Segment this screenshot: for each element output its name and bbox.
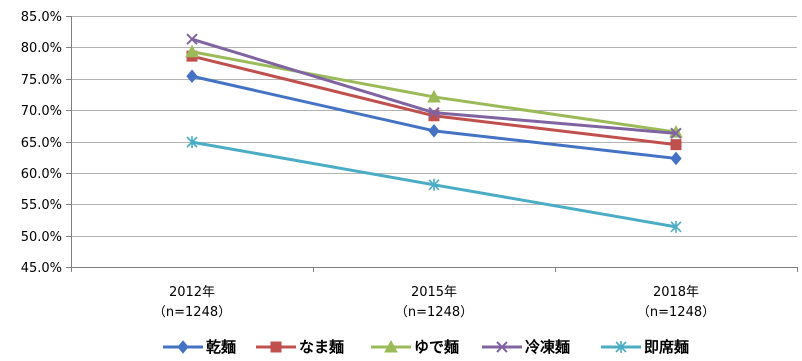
y-tick-label: 55.0% (21, 198, 62, 213)
legend-label: なま麺 (299, 338, 344, 356)
x-tick-label: （n=1248） (395, 305, 473, 320)
x-tick-label: 2012年 (169, 285, 215, 300)
y-tick-label: 50.0% (21, 230, 62, 245)
diamond-marker (428, 124, 440, 138)
x-marker (186, 33, 198, 45)
triangle-marker (384, 339, 398, 353)
star-marker (428, 178, 440, 191)
y-tick-label: 75.0% (21, 73, 62, 88)
series-2 (185, 44, 683, 138)
legend-label: 乾麺 (206, 338, 236, 356)
diamond-marker (670, 151, 682, 166)
star-marker (615, 341, 627, 353)
legend-item: ゆで麺 (371, 338, 459, 356)
diamond-marker (177, 340, 189, 354)
x-marker (496, 341, 508, 353)
x-tick-label: 2015年 (411, 285, 457, 300)
legend: 乾麺 なま麺 ゆで麺 冷凍麺 即席麺 (163, 338, 689, 356)
series-3 (186, 33, 682, 140)
series-layer (185, 33, 683, 233)
legend-item: 冷凍麺 (482, 338, 570, 356)
y-tick-label: 65.0% (21, 136, 62, 151)
legend-item: 乾麺 (163, 338, 236, 356)
legend-label: ゆで麺 (414, 338, 459, 356)
square-marker (270, 341, 282, 353)
y-tick-label: 60.0% (21, 167, 62, 182)
series-4 (186, 136, 682, 233)
square-marker (670, 139, 682, 151)
diamond-marker (186, 69, 198, 84)
y-tick-label: 80.0% (21, 41, 62, 56)
triangle-marker (427, 89, 441, 103)
legend-label: 冷凍麺 (525, 338, 570, 356)
star-marker (670, 220, 682, 233)
legend-item: なま麺 (256, 338, 344, 356)
y-tick-label: 85.0% (21, 10, 62, 25)
axis-layer: 85.0% 80.0% 75.0% 70.0% 65.0% 60.0% 55.0% 50.0%… (21, 10, 798, 320)
legend-item: 即席麺 (601, 338, 689, 356)
y-tick-label: 70.0% (21, 104, 62, 119)
x-tick-label: （n=1248） (153, 305, 231, 320)
y-tick-label: 45.0% (21, 261, 62, 276)
x-tick-label: 2018年 (653, 285, 699, 300)
series-0 (186, 69, 682, 166)
x-marker (428, 106, 440, 119)
legend-label: 即席麺 (644, 338, 689, 356)
x-marker (670, 127, 682, 140)
square-marker (428, 110, 440, 122)
star-marker (186, 136, 198, 149)
x-tick-label: （n=1248） (637, 305, 715, 320)
triangle-marker (185, 44, 199, 58)
